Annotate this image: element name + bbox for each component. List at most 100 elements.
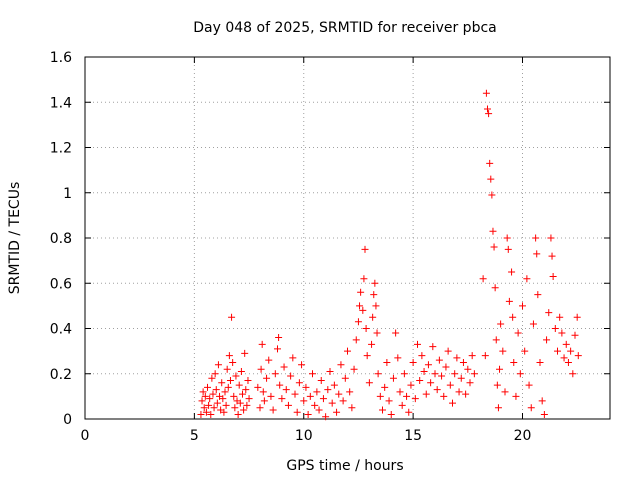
y-tick-label: 1.2 bbox=[50, 141, 72, 157]
data-point bbox=[521, 347, 529, 355]
data-point bbox=[335, 390, 343, 398]
data-point bbox=[257, 365, 265, 373]
data-point bbox=[341, 374, 349, 382]
data-point bbox=[300, 397, 308, 405]
data-point bbox=[274, 345, 281, 353]
data-point bbox=[427, 379, 435, 387]
data-point bbox=[241, 349, 249, 357]
data-point bbox=[464, 365, 472, 373]
data-point bbox=[259, 388, 267, 396]
data-point bbox=[223, 365, 231, 373]
data-point bbox=[333, 408, 341, 416]
data-point bbox=[468, 352, 476, 360]
data-point bbox=[368, 340, 376, 348]
data-point bbox=[488, 191, 496, 199]
data-point bbox=[424, 361, 432, 369]
data-point bbox=[442, 363, 450, 371]
data-point bbox=[569, 370, 577, 378]
y-tick-label: 0.2 bbox=[50, 367, 72, 383]
data-point bbox=[482, 89, 490, 97]
data-point bbox=[362, 325, 370, 332]
data-point bbox=[231, 404, 239, 412]
data-point bbox=[352, 336, 360, 344]
data-point bbox=[527, 404, 535, 412]
data-points bbox=[197, 89, 582, 421]
data-point bbox=[534, 291, 542, 299]
y-tick-label: 1.4 bbox=[50, 95, 72, 111]
data-point bbox=[556, 313, 564, 321]
data-point bbox=[459, 358, 467, 366]
data-point bbox=[394, 354, 402, 362]
data-point bbox=[418, 352, 426, 360]
data-point bbox=[298, 361, 306, 369]
data-point bbox=[504, 245, 512, 253]
data-point bbox=[470, 370, 478, 378]
data-point bbox=[446, 381, 454, 389]
y-tick-label: 1.6 bbox=[50, 50, 72, 66]
data-point bbox=[536, 358, 544, 366]
data-point bbox=[319, 395, 327, 403]
data-point bbox=[558, 329, 566, 337]
data-point bbox=[501, 388, 509, 396]
data-point bbox=[237, 367, 245, 375]
data-point bbox=[214, 361, 222, 369]
data-point bbox=[291, 390, 299, 398]
data-point bbox=[356, 302, 364, 310]
data-point bbox=[543, 336, 551, 344]
data-point bbox=[243, 401, 251, 409]
data-point bbox=[361, 245, 369, 253]
data-point bbox=[462, 390, 470, 398]
data-point bbox=[379, 406, 386, 414]
data-point bbox=[392, 329, 400, 337]
data-point bbox=[466, 379, 474, 387]
data-point bbox=[499, 347, 507, 355]
data-point bbox=[514, 329, 522, 337]
data-point bbox=[509, 313, 517, 321]
data-point bbox=[357, 288, 365, 296]
y-tick-label: 0.8 bbox=[50, 231, 72, 247]
data-point bbox=[493, 381, 501, 389]
data-point bbox=[529, 320, 537, 328]
data-point bbox=[540, 410, 548, 418]
axis-ticks bbox=[84, 56, 610, 420]
data-point bbox=[405, 408, 413, 416]
data-point bbox=[225, 352, 233, 360]
data-point bbox=[371, 279, 379, 287]
data-point bbox=[258, 340, 266, 348]
data-point bbox=[245, 395, 253, 403]
data-point bbox=[571, 331, 579, 339]
data-point bbox=[564, 358, 572, 366]
data-point bbox=[339, 397, 347, 405]
data-point bbox=[363, 352, 371, 360]
data-point bbox=[449, 399, 456, 407]
data-point bbox=[354, 318, 362, 326]
data-point bbox=[400, 370, 408, 378]
data-point bbox=[416, 377, 424, 385]
data-point bbox=[548, 252, 556, 260]
data-point bbox=[508, 268, 516, 276]
data-point bbox=[373, 329, 381, 337]
data-point bbox=[204, 383, 211, 391]
y-axis-label: SRMTID / TECUs bbox=[7, 182, 23, 295]
data-point bbox=[276, 381, 284, 389]
chart-title: Day 048 of 2025, SRMTID for receiver pbc… bbox=[193, 20, 496, 36]
data-point bbox=[315, 406, 323, 414]
data-point bbox=[229, 358, 237, 366]
data-point bbox=[278, 395, 286, 403]
data-point bbox=[420, 367, 428, 375]
data-point bbox=[263, 374, 271, 382]
data-point bbox=[254, 383, 262, 391]
x-tick-label: 0 bbox=[81, 428, 90, 444]
data-point bbox=[360, 275, 368, 283]
data-point bbox=[496, 365, 504, 373]
data-point bbox=[206, 395, 214, 403]
data-point bbox=[328, 399, 336, 407]
data-point bbox=[407, 381, 415, 389]
data-point bbox=[435, 356, 443, 364]
data-point bbox=[365, 379, 373, 387]
data-point bbox=[304, 410, 312, 418]
data-point bbox=[198, 397, 206, 405]
data-point bbox=[396, 388, 404, 396]
data-point bbox=[431, 370, 439, 378]
